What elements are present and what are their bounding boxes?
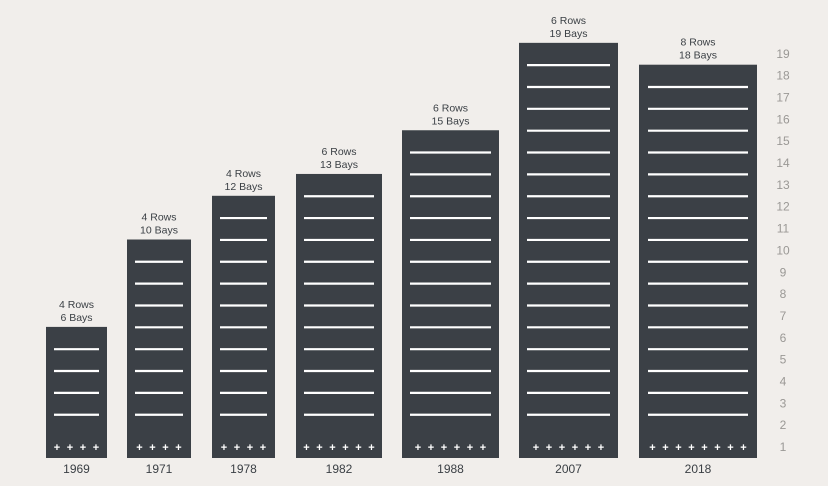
row-marker: + — [428, 442, 434, 454]
row-marker: + — [162, 442, 168, 454]
row-marker: + — [649, 442, 655, 454]
row-marker: + — [247, 442, 253, 454]
year-label: 1982 — [326, 462, 353, 476]
bar-label-rows: 6 Rows — [321, 146, 356, 158]
bar-label-bays: 19 Bays — [550, 28, 588, 40]
row-marker: + — [415, 442, 421, 454]
bar-label-bays: 18 Bays — [679, 50, 717, 62]
bar-label-bays: 12 Bays — [225, 181, 263, 193]
row-marker: + — [175, 442, 181, 454]
row-marker: + — [342, 442, 348, 454]
row-marker: + — [316, 442, 322, 454]
row-marker: + — [662, 442, 668, 454]
row-marker: + — [260, 442, 266, 454]
y-tick-label: 16 — [776, 112, 790, 126]
row-marker: + — [559, 442, 565, 454]
y-tick-label: 10 — [776, 243, 790, 257]
y-tick-label: 6 — [780, 331, 787, 345]
year-label: 2007 — [555, 462, 582, 476]
bar-1988 — [402, 130, 499, 458]
row-marker: + — [598, 442, 604, 454]
year-label: 1978 — [230, 462, 257, 476]
row-marker: + — [727, 442, 733, 454]
y-tick-label: 13 — [776, 178, 790, 192]
row-marker: + — [546, 442, 552, 454]
year-label: 1988 — [437, 462, 464, 476]
bar-1982 — [296, 173, 382, 458]
row-marker: + — [221, 442, 227, 454]
y-tick-label: 14 — [776, 156, 790, 170]
bar-label-rows: 8 Rows — [680, 37, 715, 49]
y-tick-label: 4 — [780, 375, 787, 389]
row-marker: + — [329, 442, 335, 454]
row-marker: + — [234, 442, 240, 454]
row-marker: + — [480, 442, 486, 454]
row-marker: + — [441, 442, 447, 454]
row-marker: + — [675, 442, 681, 454]
row-marker: + — [80, 442, 86, 454]
row-marker: + — [303, 442, 309, 454]
row-marker: + — [149, 442, 155, 454]
bar-label-bays: 13 Bays — [320, 159, 358, 171]
year-label: 1971 — [146, 462, 173, 476]
row-marker: + — [533, 442, 539, 454]
y-tick-label: 12 — [776, 200, 790, 214]
bar-label-bays: 6 Bays — [60, 312, 92, 324]
y-tick-label: 9 — [780, 265, 787, 279]
row-marker: + — [740, 442, 746, 454]
bar-label-rows: 4 Rows — [141, 212, 176, 224]
y-tick-label: 5 — [780, 353, 787, 367]
y-tick-label: 15 — [776, 134, 790, 148]
bar-label-bays: 10 Bays — [140, 225, 178, 237]
y-tick-label: 7 — [780, 309, 787, 323]
y-tick-label: 1 — [780, 440, 787, 454]
bar-label-rows: 4 Rows — [226, 168, 261, 180]
row-marker: + — [355, 442, 361, 454]
y-tick-label: 8 — [780, 287, 787, 301]
year-label: 2018 — [685, 462, 712, 476]
y-tick-label: 19 — [776, 47, 790, 61]
y-tick-label: 2 — [780, 418, 787, 432]
y-tick-label: 17 — [776, 90, 790, 104]
row-marker: + — [67, 442, 73, 454]
y-tick-label: 3 — [780, 396, 787, 410]
row-marker: + — [93, 442, 99, 454]
row-marker: + — [688, 442, 694, 454]
year-label: 1969 — [63, 462, 90, 476]
bar-label-rows: 6 Rows — [551, 15, 586, 27]
row-marker: + — [585, 442, 591, 454]
bar-label-rows: 4 Rows — [59, 299, 94, 311]
row-marker: + — [714, 442, 720, 454]
row-marker: + — [136, 442, 142, 454]
bar-label-rows: 6 Rows — [433, 102, 468, 114]
row-marker: + — [454, 442, 460, 454]
row-marker: + — [467, 442, 473, 454]
row-marker: + — [572, 442, 578, 454]
bar-label-bays: 15 Bays — [432, 115, 470, 127]
row-marker: + — [368, 442, 374, 454]
row-marker: + — [54, 442, 60, 454]
y-tick-label: 18 — [776, 69, 790, 83]
y-tick-label: 11 — [777, 222, 790, 236]
bar-2007 — [519, 42, 618, 458]
row-marker: + — [701, 442, 707, 454]
